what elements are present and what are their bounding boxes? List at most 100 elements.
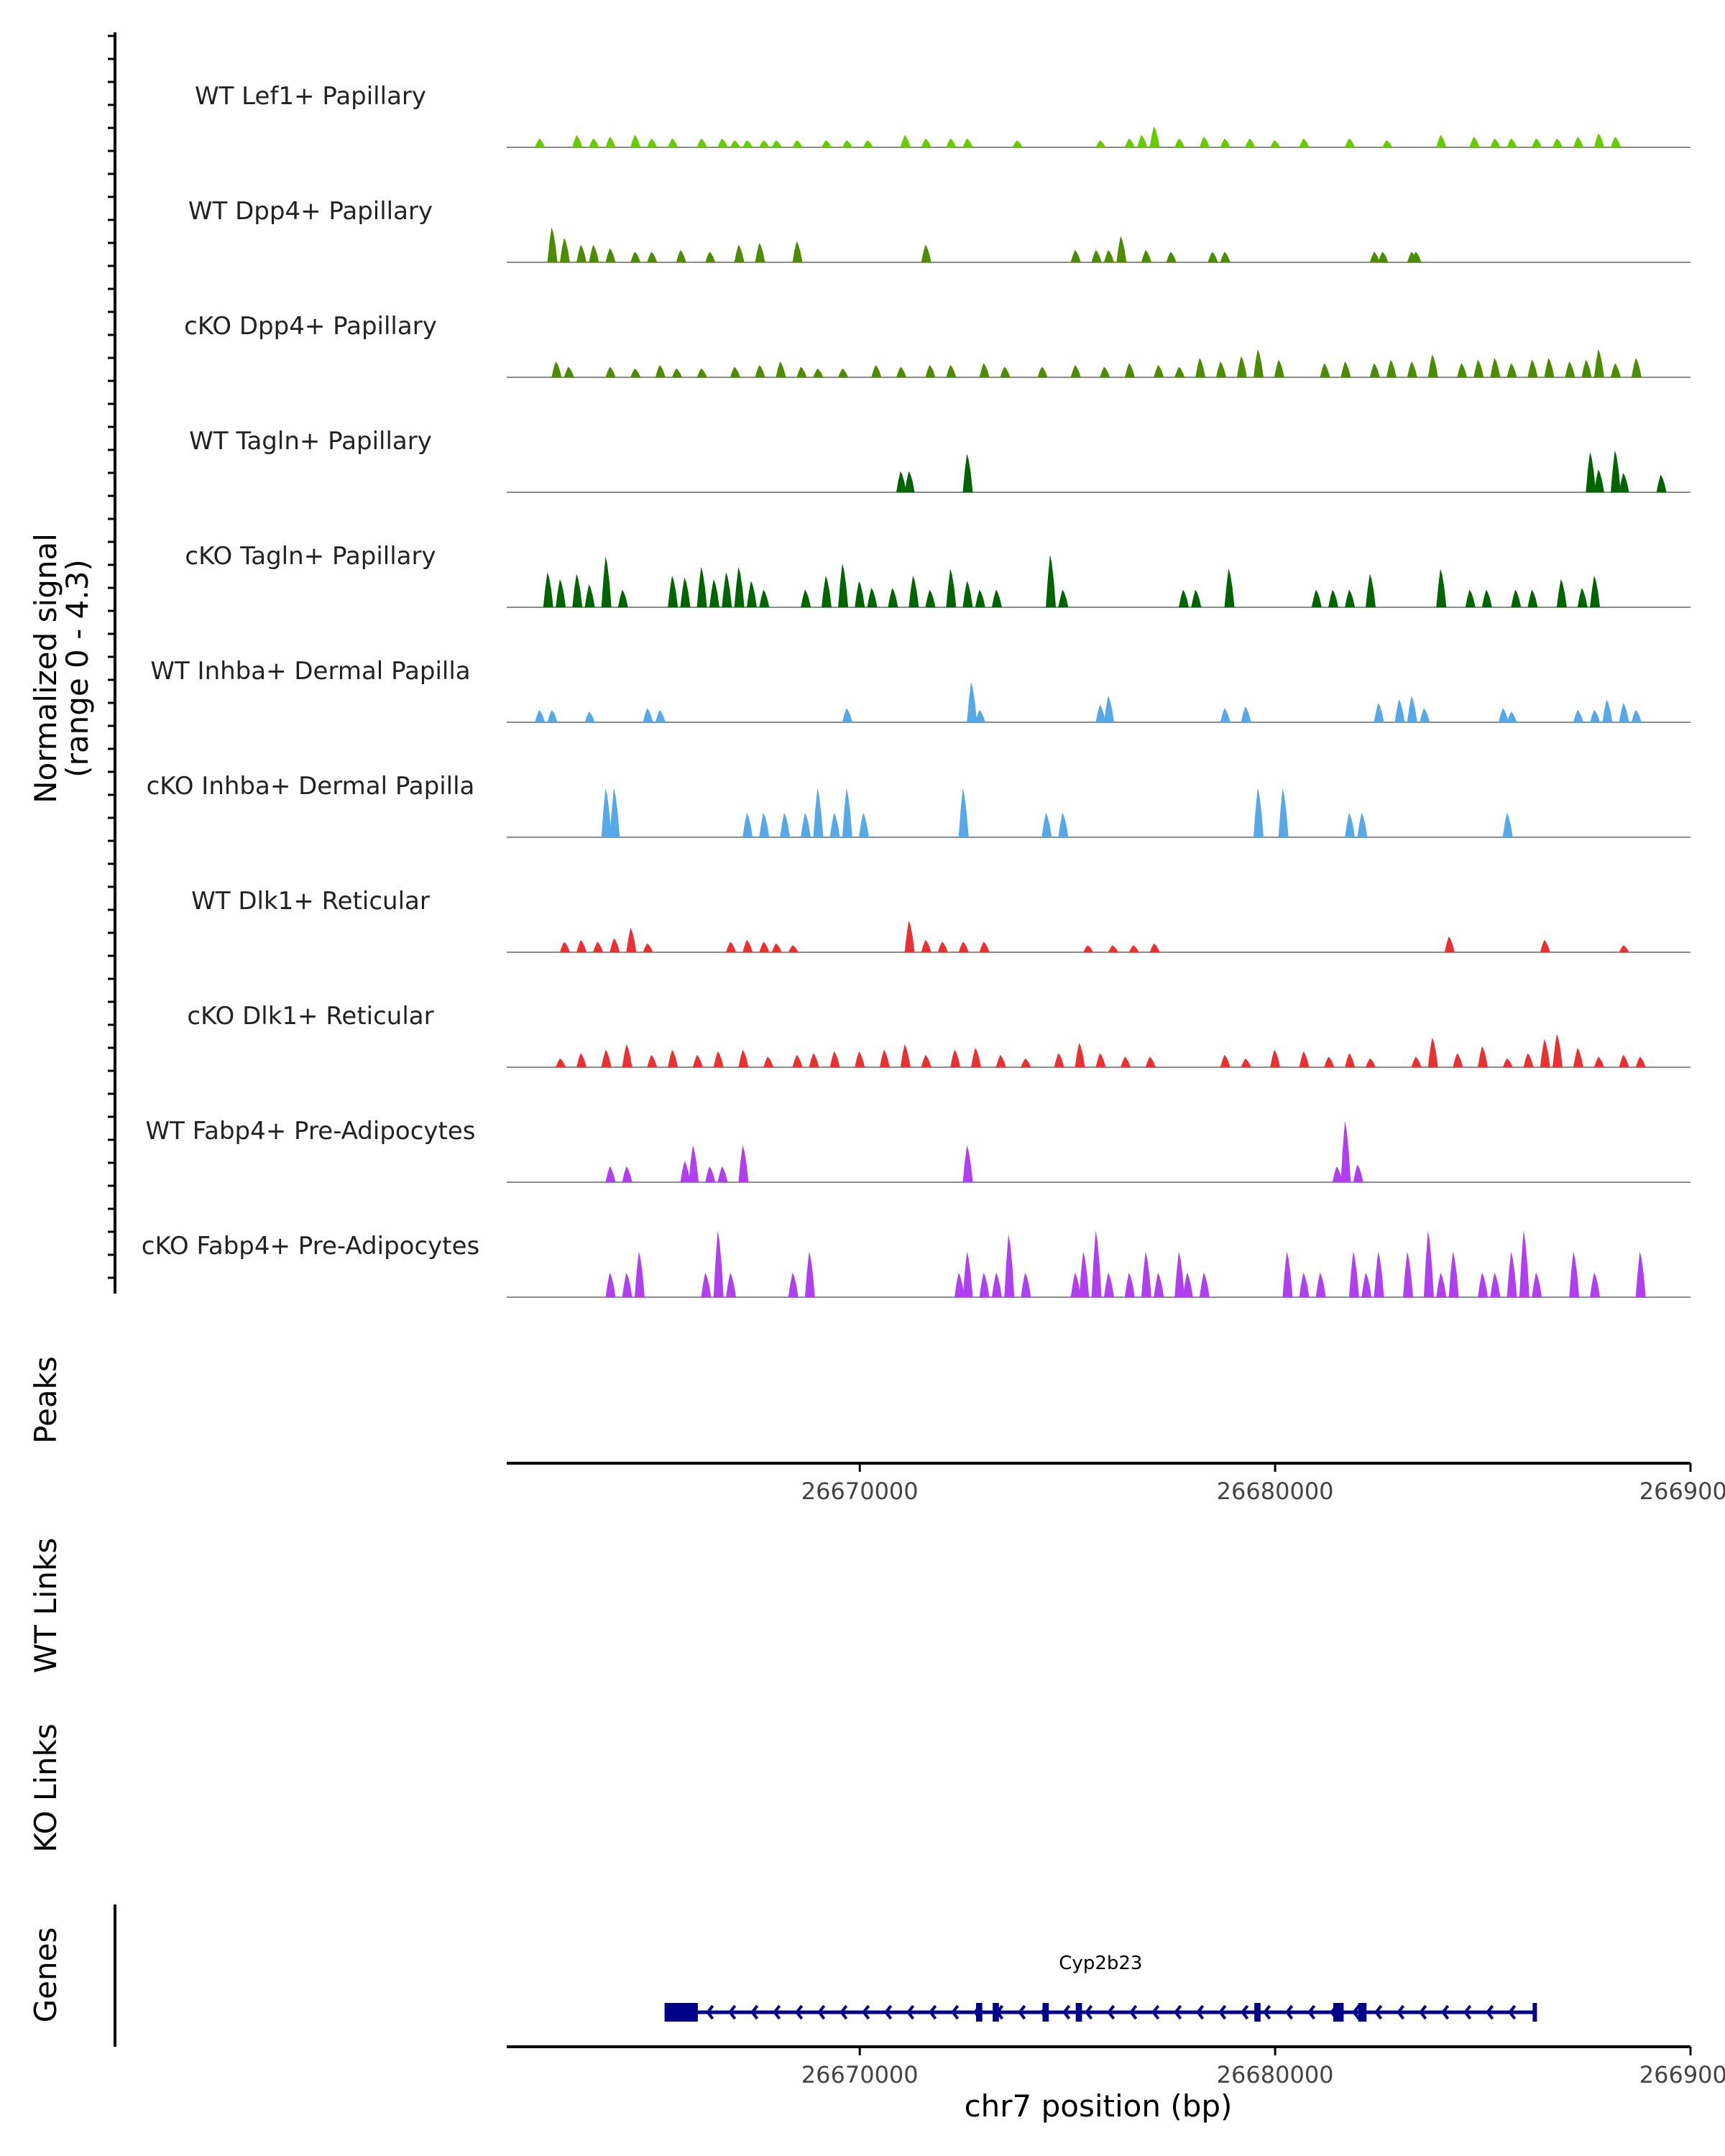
- coverage-peak: [1095, 140, 1106, 147]
- coverage-peak: [1145, 1056, 1156, 1067]
- coverage-peak: [1436, 134, 1447, 147]
- coverage-peak: [1593, 349, 1604, 377]
- strand-arrow: [773, 2004, 781, 2020]
- strand-arrow: [1486, 2004, 1494, 2020]
- strand-arrow: [884, 2004, 893, 2020]
- coverage-peak: [1236, 356, 1247, 377]
- coverage-peak: [829, 812, 840, 837]
- coverage-peak: [1137, 134, 1148, 147]
- coverage-peak: [572, 573, 583, 607]
- coverage-peak: [730, 140, 740, 147]
- x-axis-bottom: 26670000 26680000 2669000: [801, 2047, 1725, 2088]
- strand-arrow: [929, 2004, 937, 2020]
- coverage-peak: [1100, 367, 1110, 377]
- coverage-peak: [1224, 568, 1235, 607]
- coverage-peak: [842, 708, 852, 722]
- coverage-peak: [755, 364, 765, 377]
- coverage-peak: [738, 1145, 749, 1182]
- coverage-peak: [564, 367, 574, 377]
- coverage-peak: [655, 709, 666, 722]
- track-11: cKO Fabp4+ Pre-Adipocytes: [142, 1230, 1690, 1298]
- coverage-peak: [1353, 1164, 1363, 1182]
- x-axis-top: 26670000 26680000 2669000: [801, 1463, 1725, 1505]
- strand-arrow: [706, 2004, 714, 2020]
- coverage-peak: [1552, 138, 1563, 147]
- coverage-peak: [896, 367, 906, 377]
- strand-arrow: [1174, 2004, 1182, 2020]
- x-tick-label: 26680000: [1217, 1478, 1334, 1505]
- track-3: cKO Dpp4+ Papillary: [184, 312, 1690, 378]
- track-label: WT Lef1+ Papillary: [195, 82, 426, 111]
- coverage-peak: [559, 941, 570, 952]
- coverage-peak: [1573, 137, 1583, 147]
- strand-arrow: [1441, 2004, 1450, 2020]
- coverage-peak: [647, 138, 658, 147]
- coverage-peak: [904, 471, 915, 492]
- coverage-peak: [576, 244, 587, 262]
- coverage-peak: [809, 1053, 819, 1067]
- coverage-peak: [730, 367, 740, 377]
- strand-arrow: [1397, 2004, 1405, 2020]
- coverage-peak: [1116, 236, 1127, 262]
- coverage-peak: [584, 711, 595, 722]
- coverage-peak: [1506, 363, 1517, 377]
- x-axis-title: chr7 position (bp): [965, 2088, 1233, 2124]
- coverage-peak: [668, 576, 678, 607]
- coverage-peak: [1593, 1056, 1604, 1067]
- coverage-peak: [622, 1166, 632, 1182]
- coverage-peak: [1436, 1272, 1447, 1297]
- track-label: cKO Dlk1+ Reticular: [187, 1002, 433, 1031]
- coverage-peak: [838, 368, 849, 377]
- coverage-peak: [979, 1272, 990, 1297]
- coverage-peak: [655, 364, 666, 377]
- track-2: WT Dpp4+ Papillary: [188, 197, 1690, 263]
- coverage-peak: [904, 921, 915, 952]
- coverage-peak: [1631, 709, 1642, 722]
- coverage-peak: [921, 1054, 932, 1067]
- coverage-peak: [692, 1054, 703, 1067]
- coverage-peak: [1324, 1056, 1335, 1067]
- coverage-peak: [1552, 1033, 1563, 1067]
- coverage-peak: [1174, 367, 1185, 377]
- coverage-peak: [1586, 451, 1596, 492]
- track-label: WT Fabp4+ Pre-Adipocytes: [146, 1117, 476, 1146]
- coverage-peak: [979, 941, 990, 952]
- track-label: WT Dlk1+ Reticular: [191, 887, 430, 916]
- coverage-peak: [1403, 1251, 1414, 1297]
- coverage-peak: [763, 1056, 774, 1067]
- coverage-peak: [1021, 1058, 1031, 1067]
- track-1: WT Lef1+ Papillary: [195, 82, 1690, 148]
- coverage-peak: [1095, 1053, 1106, 1067]
- coverage-peak: [991, 1272, 1002, 1297]
- strand-arrow: [1018, 2004, 1026, 2020]
- strand-arrow: [817, 2004, 826, 2020]
- coverage-peak: [726, 1272, 737, 1297]
- coverage-peak: [713, 1051, 724, 1067]
- track-label: WT Inhba+ Dermal Papilla: [150, 657, 470, 686]
- x-tick-label: 26670000: [801, 2061, 919, 2088]
- coverage-peak: [1619, 1054, 1629, 1067]
- gene-exon: [1358, 2003, 1367, 2022]
- y-axis-range: (range 0 - 4.3): [60, 559, 95, 778]
- coverage-peak: [958, 788, 969, 837]
- coverage-peak: [1465, 589, 1476, 607]
- coverage-peak: [1577, 588, 1588, 607]
- coverage-peak: [921, 939, 932, 952]
- coverage-peak: [858, 812, 869, 837]
- coverage-peak: [1378, 252, 1389, 262]
- coverage-peak: [1481, 589, 1492, 607]
- coverage-peak: [1195, 358, 1206, 377]
- coverage-peak: [759, 589, 770, 607]
- strand-arrow: [1508, 2004, 1517, 2020]
- coverage-peak: [622, 1044, 632, 1067]
- coverage-peak: [1340, 361, 1351, 377]
- strand-arrow: [1419, 2004, 1427, 2020]
- coverage-peak: [630, 134, 641, 147]
- coverage-peak: [1556, 579, 1567, 607]
- coverage-peak: [979, 363, 990, 377]
- coverage-peak: [954, 1272, 965, 1297]
- coverage-peak: [1166, 252, 1177, 262]
- coverage-peak: [962, 1145, 973, 1182]
- coverage-peak: [713, 1230, 724, 1297]
- coverage-peak: [821, 140, 832, 147]
